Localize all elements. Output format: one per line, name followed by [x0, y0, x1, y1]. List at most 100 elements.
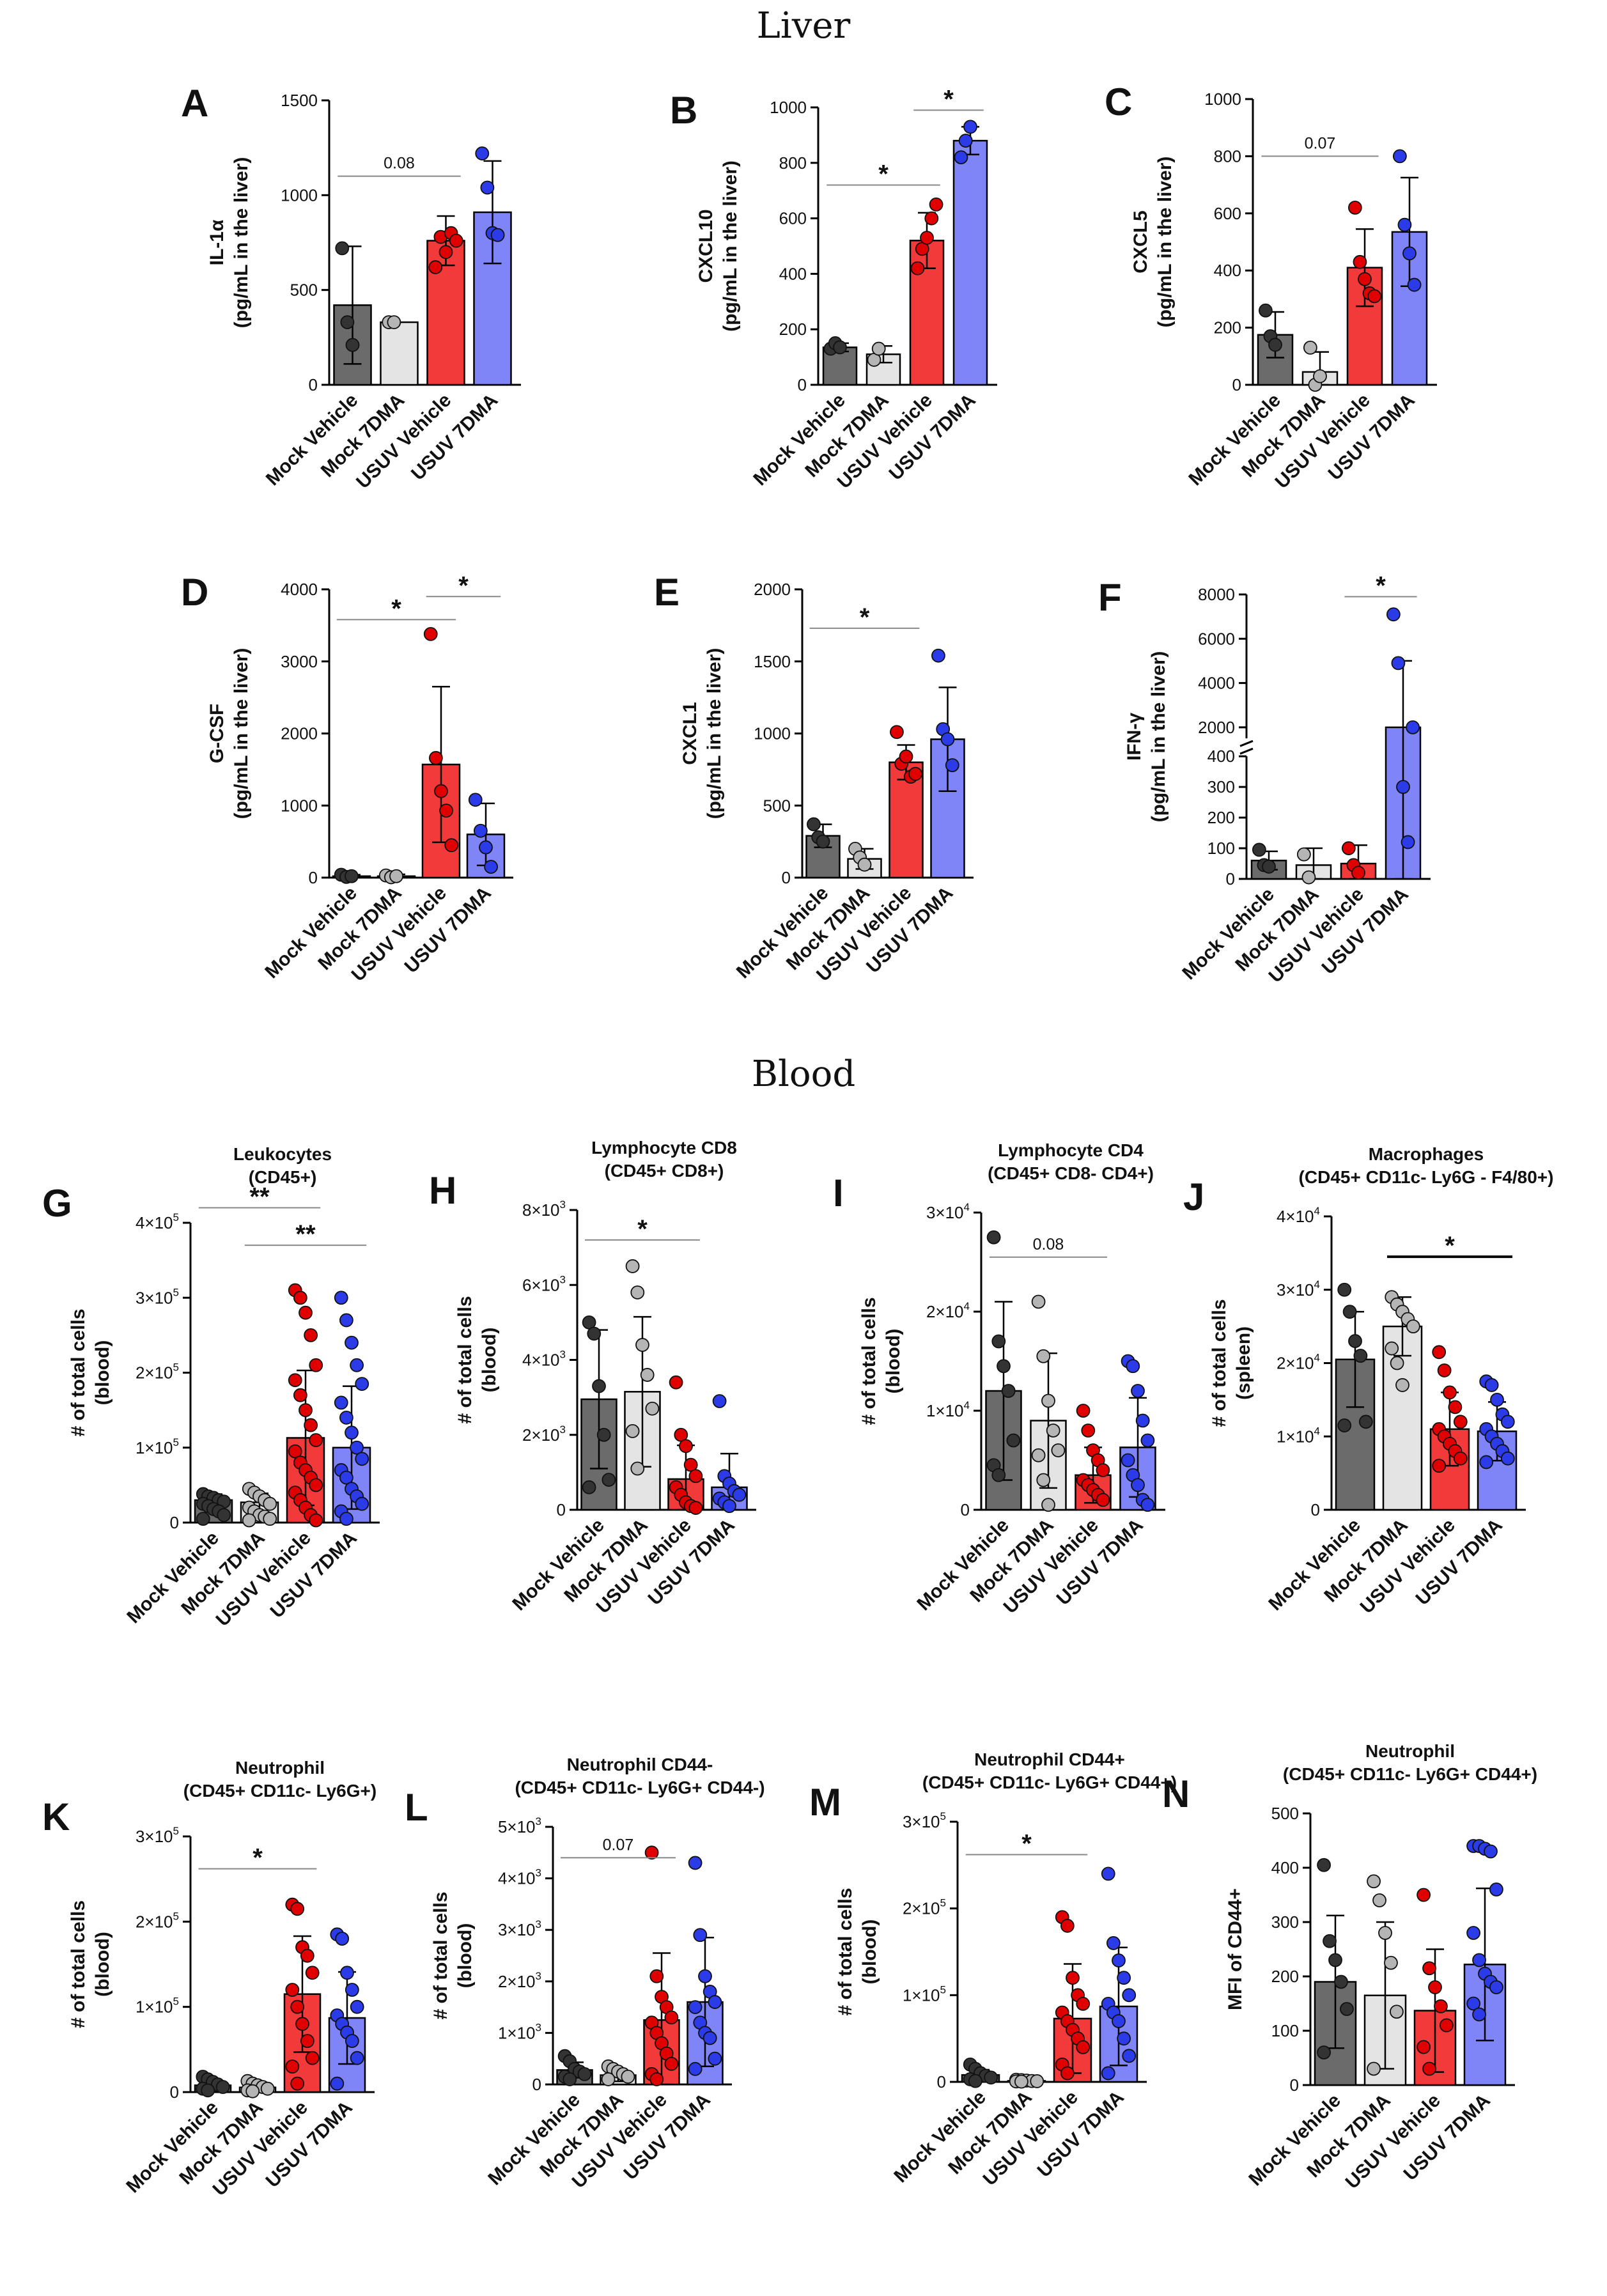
y-tick-label: 2000 [281, 724, 318, 743]
chart-title: Neutrophil [235, 1758, 325, 1778]
data-point [954, 150, 968, 165]
data-point [299, 1305, 313, 1320]
significance-label: 0.08 [384, 155, 415, 173]
data-point [345, 2034, 359, 2048]
x-category-label: USUV 7DMA [1400, 2090, 1494, 2185]
data-point [1106, 1936, 1121, 1950]
y-tick-label: 6×103 [522, 1273, 566, 1294]
data-point [309, 1478, 323, 1493]
data-point [1060, 2066, 1075, 2081]
data-point [1484, 1844, 1498, 1859]
data-point [1337, 1418, 1352, 1432]
data-point [1489, 1980, 1503, 1994]
data-point [1076, 1404, 1091, 1418]
panel-letter-f: F [1098, 576, 1122, 619]
data-point [350, 1358, 364, 1372]
significance-label: * [1376, 571, 1386, 600]
y-tick-label: 8000 [1198, 585, 1235, 604]
y-tick-label: 5×103 [498, 1815, 541, 1836]
data-point [712, 1394, 727, 1408]
data-point [1006, 1433, 1021, 1448]
panel-letter-l: L [405, 1786, 428, 1829]
y-tick-label: 0 [1311, 1500, 1320, 1519]
y-tick-label: 3×103 [498, 1918, 541, 1939]
data-point [444, 838, 459, 853]
y-tick-label: 0 [557, 1500, 566, 1519]
chart-title: (CD45+ CD11c- Ly6G+ CD44+) [922, 1772, 1177, 1792]
data-point [355, 1496, 369, 1511]
tick-exponent: 4 [964, 1300, 970, 1312]
panel-letter-m: M [809, 1781, 841, 1824]
data-point [688, 2000, 703, 2015]
axis-break-mark [1239, 747, 1254, 755]
data-point [984, 2070, 998, 2085]
data-point [263, 1512, 277, 1526]
data-point [688, 1469, 703, 1484]
significance-label: * [860, 603, 870, 632]
data-point [1443, 1385, 1457, 1400]
data-point [293, 1388, 307, 1402]
data-point [1437, 1363, 1452, 1377]
data-point [1417, 2040, 1431, 2054]
y-axis-label: G-CSF [206, 704, 228, 763]
y-tick-label: 8×103 [522, 1198, 566, 1220]
panel-letter-n: N [1162, 1772, 1190, 1815]
data-point [340, 315, 355, 330]
data-point [1489, 1882, 1503, 1897]
y-tick-label: 2×105 [136, 1361, 179, 1383]
tick-exponent: 3 [536, 1815, 541, 1827]
significance-label: * [458, 571, 469, 600]
data-point [1392, 149, 1407, 164]
y-axis-label: CXCL10 [695, 209, 717, 283]
data-point [1341, 841, 1356, 855]
tick-exponent: 4 [964, 1201, 970, 1213]
data-point [1358, 1415, 1373, 1429]
tick-exponent: 3 [536, 2021, 541, 2033]
y-tick-label: 2×104 [1277, 1352, 1320, 1373]
chart-title: (CD45+ CD11c- Ly6G+ CD44-) [515, 1778, 765, 1797]
y-tick-label: 600 [1214, 204, 1241, 223]
data-point [300, 2034, 314, 2048]
data-point [1328, 1953, 1342, 1967]
significance-label: 0.07 [1305, 134, 1336, 152]
data-point [260, 2081, 275, 2096]
data-point [1317, 2045, 1331, 2059]
y-tick-label: 400 [779, 264, 807, 283]
data-point [1112, 1953, 1126, 1967]
data-point [1351, 865, 1365, 880]
data-point [1406, 720, 1420, 734]
y-axis-label: (spleen) [1233, 1326, 1254, 1400]
data-point [1140, 1498, 1155, 1512]
data-point [645, 1401, 660, 1416]
data-point [428, 750, 443, 765]
section-title-liver: Liver [756, 5, 851, 47]
data-point [732, 1487, 747, 1502]
data-point [480, 180, 495, 195]
data-point [1046, 1423, 1060, 1438]
data-point [1041, 1393, 1055, 1408]
data-point [688, 1501, 703, 1515]
data-point [1031, 1448, 1046, 1462]
data-point [1323, 1934, 1337, 1948]
data-point [1303, 340, 1317, 355]
y-tick-label: 1500 [281, 91, 318, 110]
data-point [290, 2076, 305, 2091]
chart-title: Leukocytes [233, 1144, 332, 1164]
panel-letter-e: E [654, 571, 679, 614]
data-point [986, 1230, 1001, 1245]
y-tick-label: 1000 [281, 185, 318, 205]
tick-exponent: 3 [560, 1349, 566, 1361]
chart-title: (CD45+) [249, 1167, 317, 1187]
significance-label: * [637, 1215, 648, 1243]
data-point [1014, 2074, 1029, 2089]
y-tick-label: 2000 [1198, 718, 1235, 737]
data-point [587, 1326, 602, 1341]
data-point [288, 1444, 302, 1459]
tick-exponent: 5 [940, 1897, 946, 1909]
tick-exponent: 5 [173, 1211, 179, 1223]
data-point [1301, 870, 1316, 885]
data-point [309, 1358, 323, 1372]
